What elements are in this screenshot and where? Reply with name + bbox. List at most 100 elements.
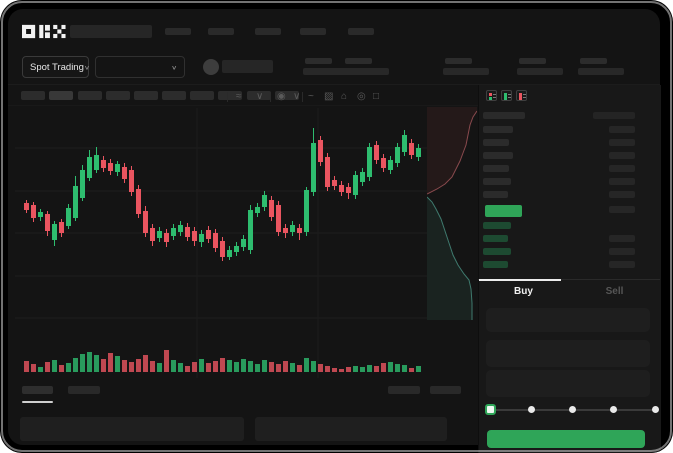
stat-value-placeholder [578, 68, 624, 75]
bottom-action-placeholder[interactable] [388, 386, 420, 394]
book-asks-icon[interactable] [516, 90, 527, 101]
active-tab-underline [22, 401, 53, 403]
stat-value-placeholder [303, 68, 349, 75]
nav-item-placeholder[interactable] [208, 28, 234, 35]
icon-part [488, 92, 492, 96]
chevron-down-icon[interactable]: ∨ [256, 91, 264, 102]
stat-label-placeholder [580, 58, 607, 64]
tab-buy[interactable]: Buy [514, 286, 533, 297]
tab-sell[interactable]: Sell [605, 286, 624, 297]
icon-part [523, 97, 526, 98]
bid-row-placeholder[interactable] [483, 248, 511, 255]
slider-handle-active[interactable] [484, 404, 496, 415]
pair-name-placeholder [222, 60, 273, 73]
depth-chart[interactable] [427, 107, 477, 322]
tabbar-divider [478, 279, 660, 280]
book-header-placeholder [593, 112, 635, 119]
header-divider [8, 84, 660, 85]
timeframe-button-placeholder[interactable] [134, 91, 158, 100]
slider-stop-dot[interactable] [569, 406, 576, 413]
icon-part [488, 96, 492, 100]
fullscreen-icon[interactable]: □ [373, 91, 380, 102]
ask-row-placeholder[interactable] [483, 152, 513, 159]
icon-part [493, 93, 496, 95]
timeframe-button-placeholder[interactable] [275, 91, 299, 100]
stat-label-placeholder [345, 58, 372, 64]
bid-row-placeholder[interactable] [483, 222, 511, 229]
ask-size-placeholder [609, 139, 635, 146]
screenshot-icon[interactable]: ⌂ [341, 91, 348, 102]
market-type-label: Spot Trading [30, 61, 84, 73]
line-tool-icon[interactable]: ~ [308, 91, 314, 102]
toolbar-divider-line [8, 105, 478, 106]
stat-label-placeholder [305, 58, 332, 64]
book-header-placeholder [483, 112, 525, 119]
stat-label-placeholder [519, 58, 546, 64]
timeframe-button-placeholder[interactable] [218, 91, 242, 100]
header-search-placeholder[interactable] [70, 25, 152, 38]
bottom-tab-placeholder[interactable] [68, 386, 100, 394]
book-combined-icon[interactable] [486, 90, 497, 101]
okx-logo[interactable] [22, 24, 68, 39]
last-price-bar[interactable] [485, 205, 522, 217]
toolbar-divider [227, 92, 228, 102]
ask-row-placeholder[interactable] [483, 191, 508, 198]
nav-item-placeholder[interactable] [348, 28, 374, 35]
bid-row-placeholder[interactable] [483, 235, 508, 242]
pair-selector[interactable]: ∨ [95, 56, 185, 78]
icon-part [493, 97, 496, 98]
timeframe-button-placeholder[interactable] [78, 91, 102, 100]
timeframe-button-placeholder[interactable] [190, 91, 214, 100]
chevron-down-icon: ∨ [83, 63, 90, 71]
order-input-placeholder[interactable] [486, 308, 650, 332]
buy-submit-button[interactable] [487, 430, 645, 448]
chevron-down-icon: ∨ [171, 63, 177, 71]
slider-stop-dot[interactable] [527, 406, 535, 413]
timeframe-button-placeholder[interactable] [247, 91, 271, 100]
order-input-placeholder[interactable] [486, 370, 650, 397]
timeframe-button-placeholder[interactable] [162, 91, 186, 100]
bottom-tab-placeholder[interactable] [22, 386, 53, 394]
ask-size-placeholder [609, 191, 635, 198]
nav-item-placeholder[interactable] [255, 28, 281, 35]
timeframe-button-placeholder[interactable] [49, 91, 73, 100]
ask-row-placeholder[interactable] [483, 165, 509, 172]
chevron-down-icon[interactable]: ∨ [293, 91, 301, 102]
order-input-placeholder[interactable] [486, 340, 650, 367]
ask-size-placeholder [609, 178, 635, 185]
bottom-action-placeholder[interactable] [430, 386, 461, 394]
icon-part [508, 93, 511, 95]
icon-part [518, 92, 522, 100]
bid-size-placeholder [609, 261, 635, 268]
slider-stop-dot[interactable] [610, 406, 618, 413]
timeframe-button-placeholder[interactable] [21, 91, 45, 100]
chart-style-icon[interactable]: ≈ [236, 91, 242, 102]
stat-value-placeholder [517, 68, 563, 75]
ask-size-placeholder [609, 165, 635, 172]
stat-label-placeholder [445, 58, 472, 64]
ask-size-placeholder [609, 126, 635, 133]
icon-part [503, 92, 507, 100]
toolbar-divider [302, 92, 303, 102]
book-bids-icon[interactable] [501, 90, 512, 101]
bid-row-placeholder[interactable] [483, 261, 508, 268]
bid-size-placeholder [609, 248, 635, 255]
nav-item-placeholder[interactable] [300, 28, 326, 35]
settings-icon[interactable]: ◎ [357, 91, 366, 102]
market-type-selector[interactable]: Spot Trading ∨ [22, 56, 90, 78]
indicator-icon[interactable]: ◉ [277, 91, 286, 102]
nav-item-placeholder[interactable] [165, 28, 191, 35]
timeframe-button-placeholder[interactable] [106, 91, 130, 100]
candlestick-chart[interactable] [15, 108, 427, 378]
bid-size-placeholder [609, 235, 635, 242]
draw-tool-icon[interactable]: ▨ [324, 91, 334, 102]
price-size-placeholder [609, 206, 635, 213]
ask-row-placeholder[interactable] [483, 126, 513, 133]
ask-row-placeholder[interactable] [483, 178, 511, 185]
slider-stop-dot[interactable] [651, 406, 659, 413]
bottom-panel-placeholder [255, 417, 447, 441]
ask-row-placeholder[interactable] [483, 139, 509, 146]
toolbar-divider [270, 92, 271, 102]
coin-avatar [203, 59, 219, 75]
